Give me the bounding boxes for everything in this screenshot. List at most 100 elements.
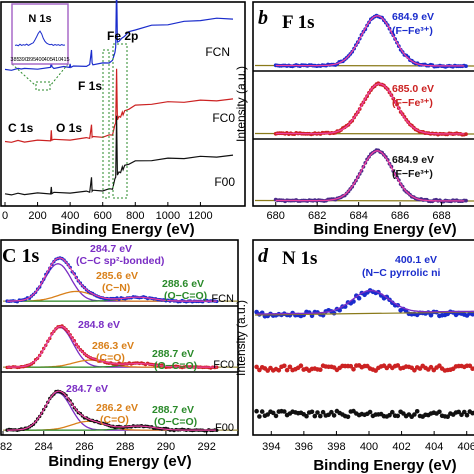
- c-f00-peak3-energy: 288.7 eV: [152, 404, 194, 416]
- panel-a-x-tick-label: 1000: [156, 210, 180, 222]
- panel-c-xlabel: Binding Energy (eV): [48, 453, 191, 470]
- panel-d-x-tick-label: 394: [262, 441, 280, 453]
- c-fc0-peak2-energy: 286.3 eV: [92, 340, 134, 352]
- inset-plot: [14, 30, 66, 47]
- c-fcn-peak3-assign: (O−C=O): [164, 290, 207, 302]
- n1s-inset: N 1s 385 390 395 400 405 410 415: [10, 3, 70, 65]
- panel-d-x-tick-label: 404: [425, 441, 443, 453]
- panel-b-xticks: 680682684686688690: [267, 202, 474, 222]
- f00-f1s-energy: 684.9 eV: [392, 154, 434, 166]
- n1s-point-fc0: [276, 368, 282, 373]
- n1s-fit-fcn: [256, 289, 474, 315]
- panel-d-xlabel: Binding Energy (eV): [313, 457, 456, 474]
- series-label-f00: F00: [214, 175, 235, 189]
- n1s-point-f00: [312, 413, 318, 419]
- panel-b-plot: [254, 13, 474, 204]
- c-fcn-peak1-assign: (C−C sp²-bonded): [76, 255, 164, 267]
- panel-d-frame: [252, 239, 474, 436]
- n1s-point-fc0: [254, 364, 259, 370]
- fcn-f1s-assign: (F−Fe³⁺): [392, 25, 433, 37]
- c-fcn-peak2-energy: 285.6 eV: [96, 270, 138, 282]
- survey-line-fc0: [4, 68, 234, 143]
- n1s-point-fc0: [282, 363, 287, 369]
- n1s-point-f00: [345, 414, 351, 420]
- c-f00-peak1-energy: 284.7 eV: [66, 383, 108, 395]
- n1s-dotted-box: [35, 81, 51, 91]
- panel-b-ylabel: Intensity (a.u.): [234, 66, 248, 142]
- fc0-f1s-energy: 685.0 eV: [392, 83, 434, 95]
- n1s-point-fc0: [437, 363, 442, 369]
- n1s-point-f00: [315, 410, 320, 415]
- series-label-fcn: FCN: [205, 45, 230, 59]
- n1s-point-f00: [437, 409, 442, 415]
- panel-c-x-tick-label: 286: [75, 441, 93, 453]
- panel-a-x-tick-label: 1200: [188, 210, 212, 222]
- series-label-fc0: FC0: [212, 111, 235, 125]
- n1s-point-fc0: [298, 363, 304, 369]
- n-fcn-energy: 400.1 eV: [395, 254, 437, 266]
- n1s-point-fc0: [287, 364, 293, 370]
- c1s-fit-f00: [7, 390, 217, 431]
- panel-c-title: C 1s: [2, 245, 39, 267]
- n1s-point-fc0: [395, 363, 401, 368]
- panel-a-x-tick-label: 800: [126, 210, 144, 222]
- c-fcn-peak2-assign: (C−N): [102, 282, 130, 294]
- panel-c-frame: [0, 239, 239, 436]
- n1s-point-f00: [387, 412, 392, 418]
- panel-c-x-tick-label: 284: [35, 441, 53, 453]
- c-fcn-peak1-energy: 284.7 eV: [90, 243, 132, 255]
- c1s-fit-fcn: [7, 257, 217, 302]
- n1s-point-f00: [412, 412, 417, 417]
- c-fc0-peak1-energy: 284.8 eV: [78, 319, 120, 331]
- c-fcn-peak3-energy: 288.6 eV: [162, 278, 204, 290]
- n1s-point-f00: [329, 409, 334, 415]
- panel-a: 0 200 400 600 800 1000 1200 Binding Energy (eV…: [0, 0, 246, 238]
- panel-b-x-tick-label: 686: [391, 210, 409, 222]
- f1s-point-fcn: [464, 64, 468, 68]
- n1s-point-f00: [390, 409, 395, 415]
- fc0-f1s-assign: (F−Fe³⁺): [392, 97, 433, 109]
- panel-d-letter: d: [258, 245, 269, 267]
- panel-b-x-tick-label: 682: [308, 210, 326, 222]
- series-label-c-fc0: FC0: [213, 359, 234, 371]
- panel-b-frame: [252, 1, 474, 207]
- panel-c-plot: [3, 256, 238, 433]
- panel-c-x-tick-label: 288: [116, 441, 134, 453]
- f00-f1s-assign: (F−Fe³⁺): [392, 168, 433, 180]
- panel-b-x-tick-label: 688: [432, 210, 450, 222]
- panel-a-frame: [0, 1, 246, 207]
- n1s-point-f00: [320, 409, 326, 415]
- panel-d-ylabel: Intensity (a.u.): [234, 300, 248, 376]
- n1s-point-f00: [270, 410, 276, 416]
- f1s-fit-f00: [275, 150, 465, 202]
- n1s-baseline-fcn: [254, 311, 474, 316]
- n1s-point-fc0: [470, 366, 474, 371]
- series-label-c-fcn: FCN: [211, 293, 234, 305]
- inset-connector-left: [11, 63, 37, 87]
- n1s-point-fc0: [284, 367, 290, 373]
- peak-label-c1s: C 1s: [8, 121, 34, 135]
- panel-d-x-tick-label: 402: [392, 441, 410, 453]
- panel-b-title: F 1s: [282, 12, 315, 33]
- panel-b: b F 1s Intensity (a.u.) Binding Energy (…: [234, 1, 474, 238]
- inset-tick-label: 390: [19, 57, 28, 63]
- f1s-point-fc0: [464, 132, 468, 137]
- c-f00-peak2-assign: (C=O): [100, 414, 129, 426]
- inset-ticks: 385 390 395 400 405 410 415: [10, 57, 69, 63]
- panel-d-plot: [254, 288, 474, 420]
- peak-label-fe2p: Fe 2p: [107, 29, 138, 43]
- panel-d-x-tick-label: 400: [360, 441, 378, 453]
- n1s-point-fc0: [348, 363, 354, 369]
- panel-b-x-tick-label: 684: [349, 210, 367, 222]
- panel-b-letter: b: [258, 7, 268, 29]
- inset-tick-label: 385: [10, 57, 19, 63]
- n1s-point-f00: [304, 413, 309, 419]
- n1s-point-fc0: [467, 363, 473, 369]
- panel-a-x-tick-label: 600: [94, 210, 112, 222]
- panel-d-title: N 1s: [282, 248, 317, 269]
- peak-label-f1s: F 1s: [78, 79, 102, 93]
- inset-tick-label: 400: [35, 57, 44, 63]
- fe2p-dotted-box: [112, 43, 128, 199]
- panel-a-x-tick-label: 200: [28, 210, 46, 222]
- c-fc0-peak2-assign: (C=O): [96, 352, 125, 364]
